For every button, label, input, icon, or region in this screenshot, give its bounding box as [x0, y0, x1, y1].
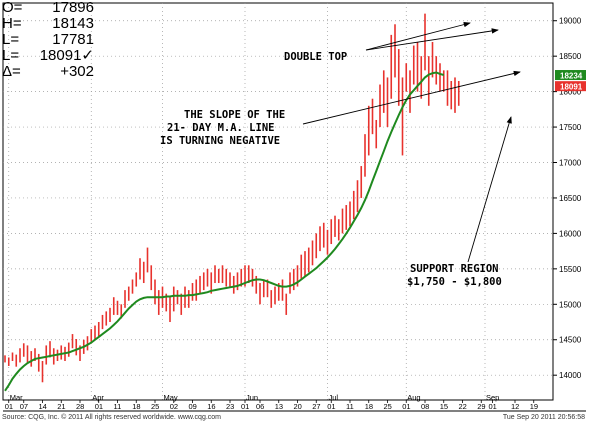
source-text: Source: CQG, Inc. © 2011 All rights rese…: [2, 414, 222, 421]
x-tick-label: 18: [365, 402, 373, 411]
x-tick-label: 18: [132, 402, 140, 411]
x-tick-label: 02: [170, 402, 178, 411]
x-tick-label: 01: [5, 402, 13, 411]
annotation-slope-line3: IS TURNING NEGATIVE: [160, 135, 280, 147]
month-label: May: [164, 393, 178, 402]
x-tick-label: 21: [57, 402, 65, 411]
month-label: Aug: [407, 393, 420, 402]
annotation-support-line2: $1,750 - $1,800: [407, 276, 502, 288]
x-tick-label: 06: [256, 402, 264, 411]
y-tick-label: 15000: [559, 300, 582, 309]
change-label: Δ=: [2, 63, 21, 80]
annotation-slope-line1: THE SLOPE OF THE: [184, 109, 285, 121]
x-tick-label: 01: [95, 402, 103, 411]
x-tick-label: 01: [402, 402, 410, 411]
arrow-slope: [302, 70, 521, 125]
x-tick-label: 27: [312, 402, 320, 411]
month-label: Jun: [246, 393, 258, 402]
x-tick-label: 11: [114, 402, 122, 411]
moving-average-line: [4, 71, 445, 392]
timestamp-text: Tue Sep 20 2011 20:56:58: [502, 414, 585, 421]
x-tick-label: 11: [346, 402, 354, 411]
x-tick-label: 16: [207, 402, 215, 411]
low-label: L=: [2, 31, 20, 48]
y-tick-label: 15500: [559, 265, 582, 274]
month-label: Sep: [486, 393, 499, 402]
y-tick-label: 16500: [559, 194, 582, 203]
x-tick-label: 15: [440, 402, 448, 411]
x-tick-label: 07: [20, 402, 28, 411]
x-tick-label: 09: [189, 402, 197, 411]
y-tick-label: 18500: [559, 52, 582, 61]
x-tick-label: 13: [275, 402, 283, 411]
ohlc-panel: O= 17896 H= 18143 L= 17781 L= 18091✓ Δ= +302: [2, 0, 122, 80]
change-value: +302: [60, 63, 94, 80]
x-tick-label: 08: [421, 402, 429, 411]
x-tick-label: 12: [511, 402, 519, 411]
footer-bar: Source: CQG, Inc. © 2011 All rights rese…: [0, 412, 589, 425]
annotation-support-line1: SUPPORT REGION: [410, 263, 499, 275]
y-tick-label: 16000: [559, 229, 582, 238]
arrow-double-top-2: [365, 28, 499, 51]
last-price-label: 18091: [560, 83, 583, 92]
x-tick-label: 25: [384, 402, 392, 411]
ma-price-box: [555, 70, 586, 81]
last-price-box: [555, 81, 586, 92]
y-tick-label: 14500: [559, 336, 582, 345]
last-label: L=: [2, 47, 20, 64]
annotation-double-top: DOUBLE TOP: [284, 51, 347, 63]
month-label: Jul: [329, 393, 339, 402]
arrow-double-top-1: [365, 21, 471, 51]
last-value: 18091✓: [39, 47, 94, 64]
ma-price-label: 18234: [560, 72, 583, 81]
arrow-support: [467, 116, 512, 263]
month-label: Apr: [92, 393, 104, 402]
x-tick-label: 22: [459, 402, 467, 411]
x-tick-label: 29: [477, 402, 485, 411]
y-tick-label: 17500: [559, 123, 582, 132]
x-tick-label: 01: [327, 402, 335, 411]
y-tick-label: 19000: [559, 17, 582, 26]
x-tick-label: 25: [151, 402, 159, 411]
x-tick-label: 20: [294, 402, 302, 411]
open-label: O=: [2, 0, 23, 16]
low-value: 17781: [52, 31, 94, 48]
x-tick-label: 01: [489, 402, 497, 411]
x-tick-label: 14: [39, 402, 47, 411]
high-value: 18143: [52, 15, 94, 32]
month-label: Mar: [10, 393, 23, 402]
y-tick-label: 14000: [559, 371, 582, 380]
x-tick-label: 01: [241, 402, 249, 411]
x-tick-label: 23: [226, 402, 234, 411]
y-tick-label: 17000: [559, 159, 582, 168]
annotation-slope-line2: 21- DAY M.A. LINE: [167, 122, 274, 134]
y-tick-label: 18000: [559, 88, 582, 97]
high-label: H=: [2, 15, 22, 32]
x-tick-label: 19: [530, 402, 538, 411]
open-value: 17896: [52, 0, 94, 16]
x-tick-label: 28: [76, 402, 84, 411]
